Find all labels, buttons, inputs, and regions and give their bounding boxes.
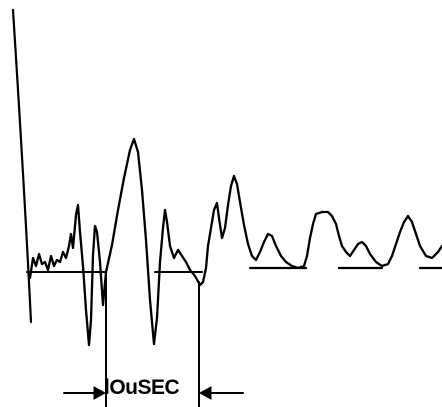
scale-arrow-left-head xyxy=(93,386,107,400)
waveform-trace xyxy=(28,137,442,347)
leading-edge-trace xyxy=(11,8,33,324)
scale-bar-label: lOuSEC xyxy=(104,376,180,399)
scale-arrow-right-head xyxy=(198,386,212,400)
